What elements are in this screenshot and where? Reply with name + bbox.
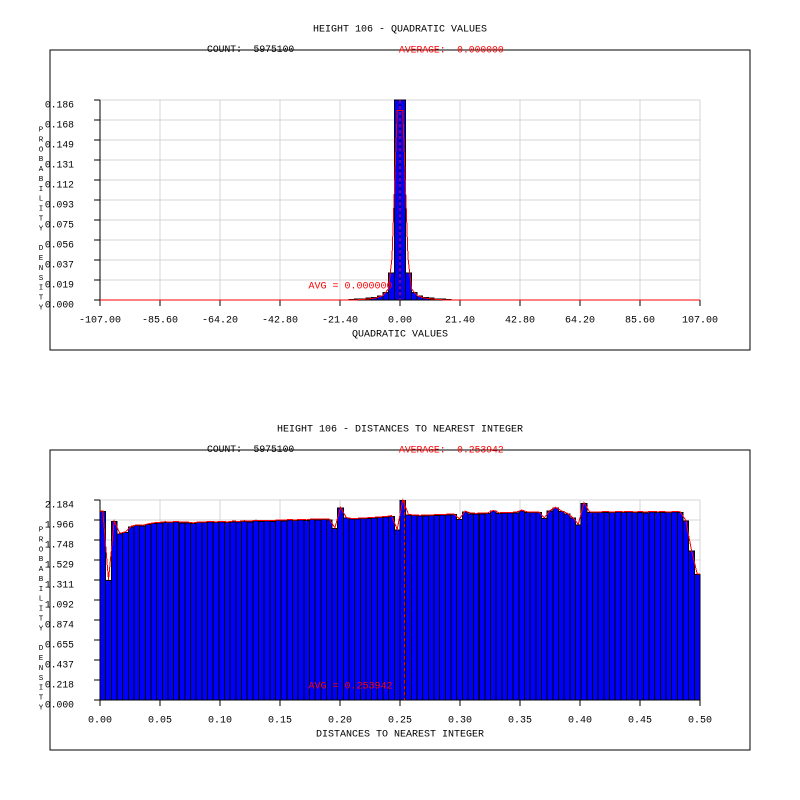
svg-text:D: D (39, 245, 44, 253)
svg-text:-21.40: -21.40 (322, 315, 358, 326)
svg-text:T: T (39, 295, 44, 303)
svg-text:Y: Y (39, 625, 44, 633)
svg-text:N: N (39, 665, 44, 673)
svg-text:O: O (39, 146, 44, 154)
svg-text:I: I (39, 606, 44, 614)
svg-text:0.35: 0.35 (508, 715, 532, 726)
svg-text:0.05: 0.05 (148, 715, 172, 726)
svg-text:-42.80: -42.80 (262, 315, 298, 326)
svg-text:P: P (39, 127, 44, 135)
svg-text:0.00: 0.00 (88, 715, 112, 726)
svg-text:107.00: 107.00 (682, 315, 718, 326)
svg-text:-107.00: -107.00 (79, 315, 121, 326)
svg-text:T: T (39, 216, 44, 224)
svg-text:1.966: 1.966 (45, 519, 74, 530)
svg-text:1.748: 1.748 (45, 539, 74, 550)
svg-text:0.00: 0.00 (388, 315, 412, 326)
svg-text:Y: Y (39, 705, 44, 713)
svg-text:B: B (39, 176, 44, 184)
svg-text:QUADRATIC VALUES: QUADRATIC VALUES (352, 329, 448, 340)
svg-text:R: R (39, 136, 44, 144)
svg-text:42.80: 42.80 (505, 315, 535, 326)
svg-text:Y: Y (39, 305, 44, 313)
svg-text:B: B (39, 156, 44, 164)
svg-text:D: D (39, 645, 44, 653)
svg-text:0.131: 0.131 (45, 159, 74, 170)
svg-text:N: N (39, 265, 44, 273)
svg-text:0.20: 0.20 (328, 715, 352, 726)
svg-text:64.20: 64.20 (565, 315, 595, 326)
svg-text:0.149: 0.149 (45, 139, 74, 150)
svg-text:S: S (39, 275, 44, 283)
svg-text:B: B (39, 556, 44, 564)
svg-text:O: O (39, 546, 44, 554)
svg-text:COUNT: 5975100: COUNT: 5975100 (207, 44, 294, 55)
svg-text:0.25: 0.25 (388, 715, 412, 726)
svg-text:0.186: 0.186 (45, 99, 74, 110)
svg-text:0.000: 0.000 (45, 699, 74, 710)
svg-text:0.218: 0.218 (45, 679, 74, 690)
svg-text:0.037: 0.037 (45, 259, 74, 270)
svg-text:0.112: 0.112 (45, 179, 74, 190)
svg-text:B: B (39, 576, 44, 584)
svg-text:COUNT: 5975100: COUNT: 5975100 (207, 444, 294, 455)
svg-text:0.019: 0.019 (45, 279, 74, 290)
svg-text:-64.20: -64.20 (202, 315, 238, 326)
svg-text:21.40: 21.40 (445, 315, 475, 326)
svg-text:I: I (39, 586, 44, 594)
svg-text:0.40: 0.40 (568, 715, 592, 726)
svg-text:0.655: 0.655 (45, 639, 74, 650)
svg-text:DISTANCES TO NEAREST INTEGER: DISTANCES TO NEAREST INTEGER (316, 729, 484, 740)
svg-text:-85.60: -85.60 (142, 315, 178, 326)
svg-text:AVG = 0.253942: AVG = 0.253942 (309, 681, 393, 692)
svg-text:A: A (39, 166, 44, 174)
svg-text:0.093: 0.093 (45, 199, 74, 210)
svg-text:AVG = 0.000000: AVG = 0.000000 (309, 281, 393, 292)
svg-text:R: R (39, 536, 44, 544)
svg-text:0.056: 0.056 (45, 239, 74, 250)
svg-text:Y: Y (39, 225, 44, 233)
svg-text:I: I (39, 285, 44, 293)
svg-text:0.437: 0.437 (45, 659, 74, 670)
svg-text:HEIGHT 106 - QUADRATIC VALUES: HEIGHT 106 - QUADRATIC VALUES (313, 24, 487, 35)
svg-text:1.311: 1.311 (45, 579, 74, 590)
svg-text:0.000: 0.000 (45, 299, 74, 310)
svg-text:A: A (39, 566, 44, 574)
svg-text:P: P (39, 527, 44, 535)
svg-text:85.60: 85.60 (625, 315, 655, 326)
svg-text:L: L (39, 596, 44, 604)
svg-text:I: I (39, 186, 44, 194)
svg-text:S: S (39, 675, 44, 683)
svg-text:T: T (39, 695, 44, 703)
svg-text:0.168: 0.168 (45, 119, 74, 130)
svg-text:AVERAGE: 0.253942: AVERAGE: 0.253942 (399, 444, 504, 455)
svg-text:0.075: 0.075 (45, 219, 74, 230)
svg-text:0.50: 0.50 (688, 715, 712, 726)
svg-text:AVERAGE: 0.000000: AVERAGE: 0.000000 (399, 44, 504, 55)
svg-text:I: I (39, 685, 44, 693)
svg-text:0.45: 0.45 (628, 715, 652, 726)
svg-text:0.10: 0.10 (208, 715, 232, 726)
svg-text:1.092: 1.092 (45, 599, 74, 610)
svg-text:0.874: 0.874 (45, 619, 74, 630)
svg-text:2.184: 2.184 (45, 499, 74, 510)
svg-text:I: I (39, 206, 44, 214)
svg-text:T: T (39, 616, 44, 624)
svg-text:1.529: 1.529 (45, 559, 74, 570)
svg-text:E: E (39, 255, 44, 263)
svg-text:L: L (39, 196, 44, 204)
svg-text:0.15: 0.15 (268, 715, 292, 726)
svg-text:0.30: 0.30 (448, 715, 472, 726)
svg-text:HEIGHT 106 - DISTANCES TO NEAR: HEIGHT 106 - DISTANCES TO NEAREST INTEGE… (277, 424, 523, 435)
svg-text:E: E (39, 655, 44, 663)
